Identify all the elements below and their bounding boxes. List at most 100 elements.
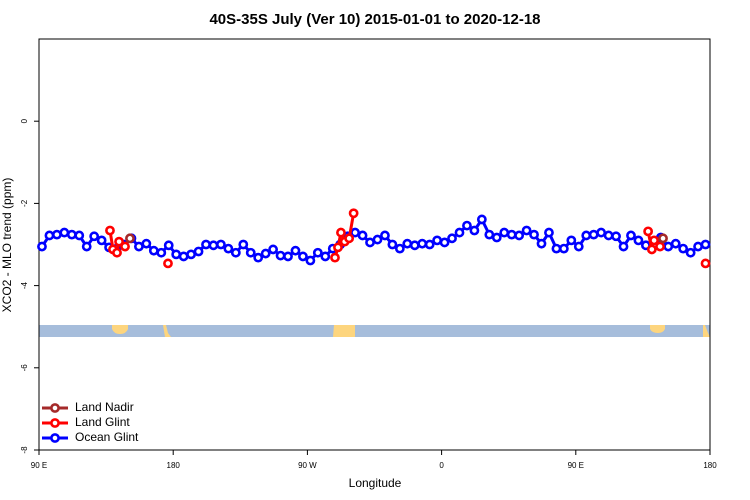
point bbox=[439, 237, 450, 248]
point bbox=[588, 229, 599, 240]
point bbox=[643, 226, 654, 237]
point bbox=[658, 233, 668, 244]
x-tick-label: 0 bbox=[439, 461, 444, 470]
point bbox=[417, 238, 428, 249]
series bbox=[106, 210, 709, 267]
chart-title: 40S-35S July (Ver 10) 2015-01-01 to 2020… bbox=[209, 11, 540, 28]
legend-marker bbox=[50, 433, 60, 443]
point bbox=[260, 248, 271, 259]
point bbox=[372, 234, 383, 245]
point bbox=[283, 251, 293, 262]
point bbox=[357, 230, 368, 241]
legend-label: Land Glint bbox=[75, 415, 130, 429]
point bbox=[201, 239, 211, 250]
y-tick-label: -2 bbox=[20, 199, 29, 207]
point bbox=[290, 245, 301, 256]
point bbox=[208, 240, 219, 251]
point bbox=[66, 229, 77, 240]
point bbox=[134, 241, 144, 252]
point bbox=[348, 208, 359, 219]
point bbox=[536, 238, 547, 249]
point bbox=[566, 235, 577, 246]
point bbox=[112, 247, 122, 258]
point bbox=[186, 249, 196, 260]
point bbox=[148, 245, 159, 256]
point bbox=[469, 225, 480, 236]
point bbox=[365, 237, 375, 248]
point bbox=[685, 247, 696, 258]
land-patch bbox=[112, 325, 128, 334]
point bbox=[298, 251, 308, 262]
point bbox=[120, 241, 130, 252]
point bbox=[268, 244, 279, 255]
point bbox=[44, 230, 55, 241]
legend-marker bbox=[50, 418, 60, 428]
point bbox=[649, 235, 659, 246]
land-patch bbox=[703, 325, 710, 337]
land-patch bbox=[163, 325, 171, 337]
series bbox=[125, 233, 668, 244]
point bbox=[626, 230, 636, 241]
point bbox=[514, 230, 525, 241]
point bbox=[581, 230, 592, 241]
point bbox=[171, 249, 182, 260]
point bbox=[387, 239, 398, 250]
point bbox=[655, 241, 665, 252]
y-tick-label: -6 bbox=[20, 364, 29, 372]
point bbox=[491, 232, 502, 243]
point bbox=[558, 243, 569, 254]
x-tick-label: 180 bbox=[703, 461, 717, 470]
point bbox=[700, 258, 711, 269]
point bbox=[402, 238, 413, 249]
point bbox=[320, 251, 331, 262]
point bbox=[223, 243, 234, 254]
point bbox=[156, 247, 167, 258]
point bbox=[89, 231, 100, 242]
point bbox=[663, 241, 674, 252]
point bbox=[336, 227, 346, 238]
point bbox=[447, 233, 457, 244]
point bbox=[245, 247, 256, 258]
point bbox=[178, 251, 189, 262]
legend-marker bbox=[50, 403, 60, 413]
series bbox=[37, 214, 711, 266]
point bbox=[693, 241, 703, 252]
point bbox=[37, 241, 47, 252]
point bbox=[163, 240, 174, 251]
point bbox=[484, 229, 495, 240]
point bbox=[230, 247, 241, 258]
point bbox=[618, 241, 629, 252]
point bbox=[544, 227, 554, 238]
y-tick-label: -4 bbox=[20, 281, 29, 289]
point bbox=[125, 233, 135, 244]
x-tick-label: 90 E bbox=[568, 461, 584, 470]
point bbox=[96, 235, 107, 246]
point bbox=[216, 239, 226, 250]
point bbox=[603, 230, 614, 241]
point bbox=[476, 214, 487, 225]
point bbox=[275, 250, 286, 261]
land-patch bbox=[333, 325, 355, 337]
point bbox=[454, 227, 465, 238]
point bbox=[611, 231, 621, 242]
point bbox=[380, 230, 390, 241]
point bbox=[163, 258, 173, 269]
legend-label: Ocean Glint bbox=[75, 430, 139, 444]
point bbox=[506, 229, 517, 240]
x-tick-label: 90 W bbox=[298, 461, 317, 470]
point bbox=[700, 239, 711, 250]
point bbox=[193, 246, 204, 257]
point bbox=[105, 225, 115, 236]
point bbox=[633, 235, 644, 246]
point bbox=[344, 233, 355, 244]
point bbox=[333, 242, 343, 253]
point bbox=[253, 252, 264, 263]
point bbox=[238, 239, 249, 250]
point bbox=[670, 238, 681, 249]
x-axis-label: Longitude bbox=[349, 476, 402, 490]
point bbox=[432, 235, 443, 246]
point bbox=[59, 227, 70, 238]
point bbox=[394, 243, 405, 254]
